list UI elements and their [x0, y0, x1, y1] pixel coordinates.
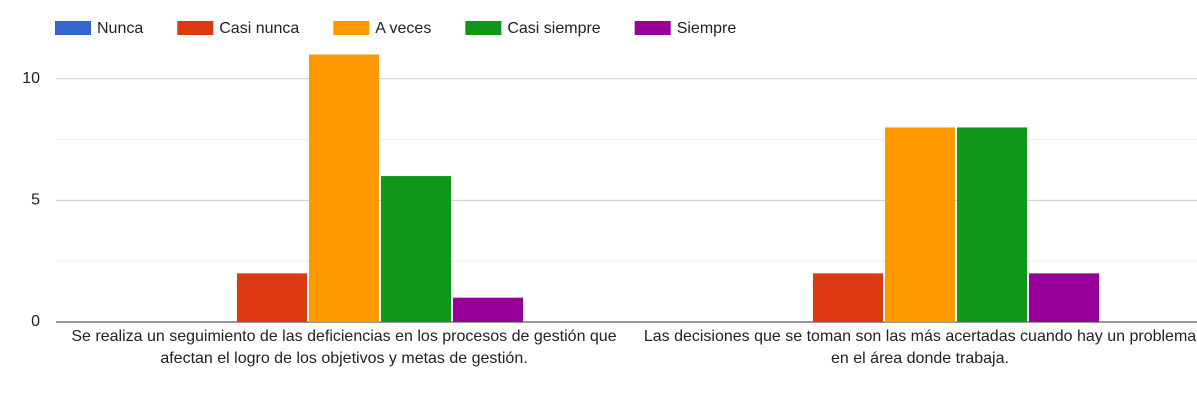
legend-swatch [465, 21, 502, 35]
bar [885, 127, 955, 322]
legend-swatch [55, 21, 91, 35]
legend-swatch [333, 21, 370, 35]
legend-label: A veces [375, 20, 431, 37]
legend-label: Casi nunca [219, 20, 299, 37]
legend-swatch [634, 21, 671, 35]
legend-label: Nunca [97, 20, 143, 37]
legend-label: Casi siempre [507, 20, 600, 37]
bar [1029, 273, 1099, 322]
bar [309, 54, 379, 322]
y-tick-label: 10 [22, 70, 40, 87]
bar [381, 176, 451, 322]
bar [453, 297, 523, 322]
legend-swatch [177, 21, 214, 35]
x-tick-label: Se realiza un seguimiento de las deficie… [71, 328, 617, 367]
legend-label: Siempre [677, 20, 737, 37]
y-tick-label: 5 [31, 192, 40, 209]
x-tick-label: Las decisiones que se toman son las más … [643, 328, 1197, 367]
bar [813, 273, 883, 322]
bar [957, 127, 1027, 322]
bar [237, 273, 307, 322]
y-tick-label: 0 [31, 313, 40, 330]
